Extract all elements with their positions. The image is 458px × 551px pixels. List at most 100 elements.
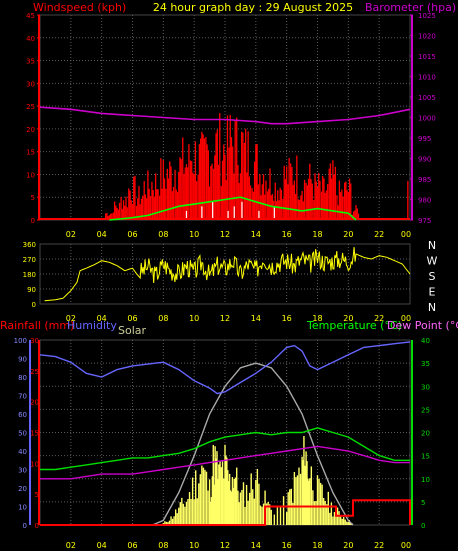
temperature-tick-label: 30 bbox=[421, 383, 430, 391]
barometer-tick-label: 1015 bbox=[418, 53, 436, 61]
direction-x-tick-label: 20 bbox=[343, 314, 353, 323]
climate-x-tick-label: 00 bbox=[401, 541, 411, 550]
wind-x-tick-label: 16 bbox=[282, 230, 292, 239]
humidity-line bbox=[39, 341, 411, 395]
rain-tick-label: 5 bbox=[35, 491, 39, 499]
temperature-tick-label: 10 bbox=[421, 476, 430, 484]
direction-x-tick-label: 14 bbox=[251, 314, 261, 323]
barometer-line bbox=[39, 106, 411, 125]
direction-x-tick-label: 00 bbox=[401, 314, 411, 323]
rain-tick-label: 25 bbox=[30, 368, 39, 376]
direction-x-tick-label: 08 bbox=[158, 314, 168, 323]
wind-x-tick-label: 00 bbox=[401, 230, 411, 239]
barometer-tick-label: 975 bbox=[418, 217, 431, 225]
wind-x-tick-label: 04 bbox=[97, 230, 107, 239]
dewpoint-axis-label: Dew Point (°C) bbox=[387, 319, 458, 332]
windspeed-tick-label: 15 bbox=[26, 149, 35, 157]
wind-x-tick-label: 14 bbox=[251, 230, 261, 239]
temperature-tick-label: 0 bbox=[421, 522, 425, 530]
humidity-tick-label: 30 bbox=[18, 467, 27, 475]
chart-title: 24 hour graph day : 29 August 2025 bbox=[153, 1, 353, 14]
wind-x-tick-label: 08 bbox=[158, 230, 168, 239]
temperature-tick-label: 25 bbox=[421, 406, 430, 414]
barometer-tick-label: 985 bbox=[418, 176, 431, 184]
barometer-tick-label: 980 bbox=[418, 197, 431, 205]
rainfall-axis-label: Rainfall (mm) bbox=[0, 319, 74, 332]
direction-x-tick-label: 22 bbox=[374, 314, 384, 323]
direction-x-tick-label: 12 bbox=[220, 314, 230, 323]
barometer-tick-label: 1005 bbox=[418, 94, 436, 102]
wind-x-tick-label: 10 bbox=[189, 230, 199, 239]
temperature-tick-label: 5 bbox=[421, 499, 425, 507]
humidity-tick-label: 0 bbox=[23, 522, 27, 530]
windspeed-tick-label: 0 bbox=[31, 217, 35, 225]
wind-x-tick-label: 06 bbox=[127, 230, 137, 239]
direction-tick-label: 270 bbox=[23, 256, 36, 264]
wind-average-line bbox=[109, 196, 357, 221]
humidity-tick-label: 10 bbox=[18, 504, 27, 512]
windspeed-tick-label: 45 bbox=[26, 12, 35, 20]
solar-axis-label: Solar bbox=[118, 324, 147, 337]
climate-x-tick-label: 06 bbox=[127, 541, 137, 550]
barometer-tick-label: 990 bbox=[418, 156, 431, 164]
direction-x-tick-label: 04 bbox=[97, 314, 107, 323]
rainfall-line bbox=[40, 499, 411, 526]
wind-x-tick-label: 18 bbox=[312, 230, 322, 239]
rain-tick-label: 20 bbox=[30, 399, 39, 407]
humidity-axis-label: Humidity bbox=[67, 319, 117, 332]
compass-letter: W bbox=[427, 255, 438, 268]
climate-x-tick-label: 08 bbox=[158, 541, 168, 550]
humidity-tick-label: 60 bbox=[18, 411, 27, 419]
direction-x-tick-label: 16 bbox=[282, 314, 292, 323]
compass-letter: N bbox=[428, 239, 436, 252]
rain-tick-label: 0 bbox=[35, 522, 39, 530]
windspeed-tick-label: 25 bbox=[26, 103, 35, 111]
temperature-tick-label: 20 bbox=[421, 430, 430, 438]
barometer-tick-label: 995 bbox=[418, 135, 431, 143]
direction-x-tick-label: 18 bbox=[312, 314, 322, 323]
climate-x-tick-label: 02 bbox=[66, 541, 76, 550]
direction-tick-label: 180 bbox=[23, 271, 36, 279]
chart-marks: 0510152025303540459759809859909951000100… bbox=[14, 12, 438, 550]
humidity-tick-label: 90 bbox=[18, 356, 27, 364]
humidity-tick-label: 80 bbox=[18, 374, 27, 382]
climate-x-tick-label: 12 bbox=[220, 541, 230, 550]
windspeed-tick-label: 10 bbox=[26, 171, 35, 179]
direction-tick-label: 360 bbox=[23, 241, 36, 249]
wind-x-tick-label: 12 bbox=[220, 230, 230, 239]
compass-letter: E bbox=[429, 286, 436, 299]
temperature-tick-label: 35 bbox=[421, 360, 430, 368]
rain-tick-label: 15 bbox=[30, 430, 39, 438]
windspeed-tick-label: 40 bbox=[26, 35, 35, 43]
dewpoint-line bbox=[40, 445, 410, 480]
temperature-line bbox=[40, 427, 410, 471]
temperature-tick-label: 15 bbox=[421, 453, 430, 461]
compass-letter: S bbox=[429, 270, 436, 283]
climate-x-tick-label: 16 bbox=[282, 541, 292, 550]
direction-x-tick-label: 10 bbox=[189, 314, 199, 323]
windspeed-axis-label: Windspeed (kph) bbox=[33, 1, 126, 14]
rain-tick-label: 30 bbox=[30, 337, 39, 345]
wind-x-tick-label: 22 bbox=[374, 230, 384, 239]
climate-x-tick-label: 18 bbox=[312, 541, 322, 550]
humidity-tick-label: 40 bbox=[18, 448, 27, 456]
direction-x-tick-label: 06 bbox=[127, 314, 137, 323]
sun-curve-line bbox=[152, 362, 354, 526]
humidity-tick-label: 100 bbox=[14, 337, 27, 345]
humidity-tick-label: 70 bbox=[18, 393, 27, 401]
barometer-tick-label: 1000 bbox=[418, 115, 436, 123]
temperature-tick-label: 40 bbox=[421, 337, 430, 345]
climate-x-tick-label: 20 bbox=[343, 541, 353, 550]
climate-x-tick-label: 10 bbox=[189, 541, 199, 550]
direction-tick-label: 90 bbox=[27, 286, 36, 294]
climate-x-tick-label: 04 bbox=[97, 541, 107, 550]
climate-x-tick-label: 14 bbox=[251, 541, 261, 550]
barometer-tick-label: 1020 bbox=[418, 33, 436, 41]
barometer-tick-label: 1025 bbox=[418, 12, 436, 20]
humidity-tick-label: 20 bbox=[18, 485, 27, 493]
direction-tick-label: 0 bbox=[32, 301, 36, 309]
barometer-tick-label: 1010 bbox=[418, 74, 436, 82]
wind-x-tick-label: 02 bbox=[66, 230, 76, 239]
